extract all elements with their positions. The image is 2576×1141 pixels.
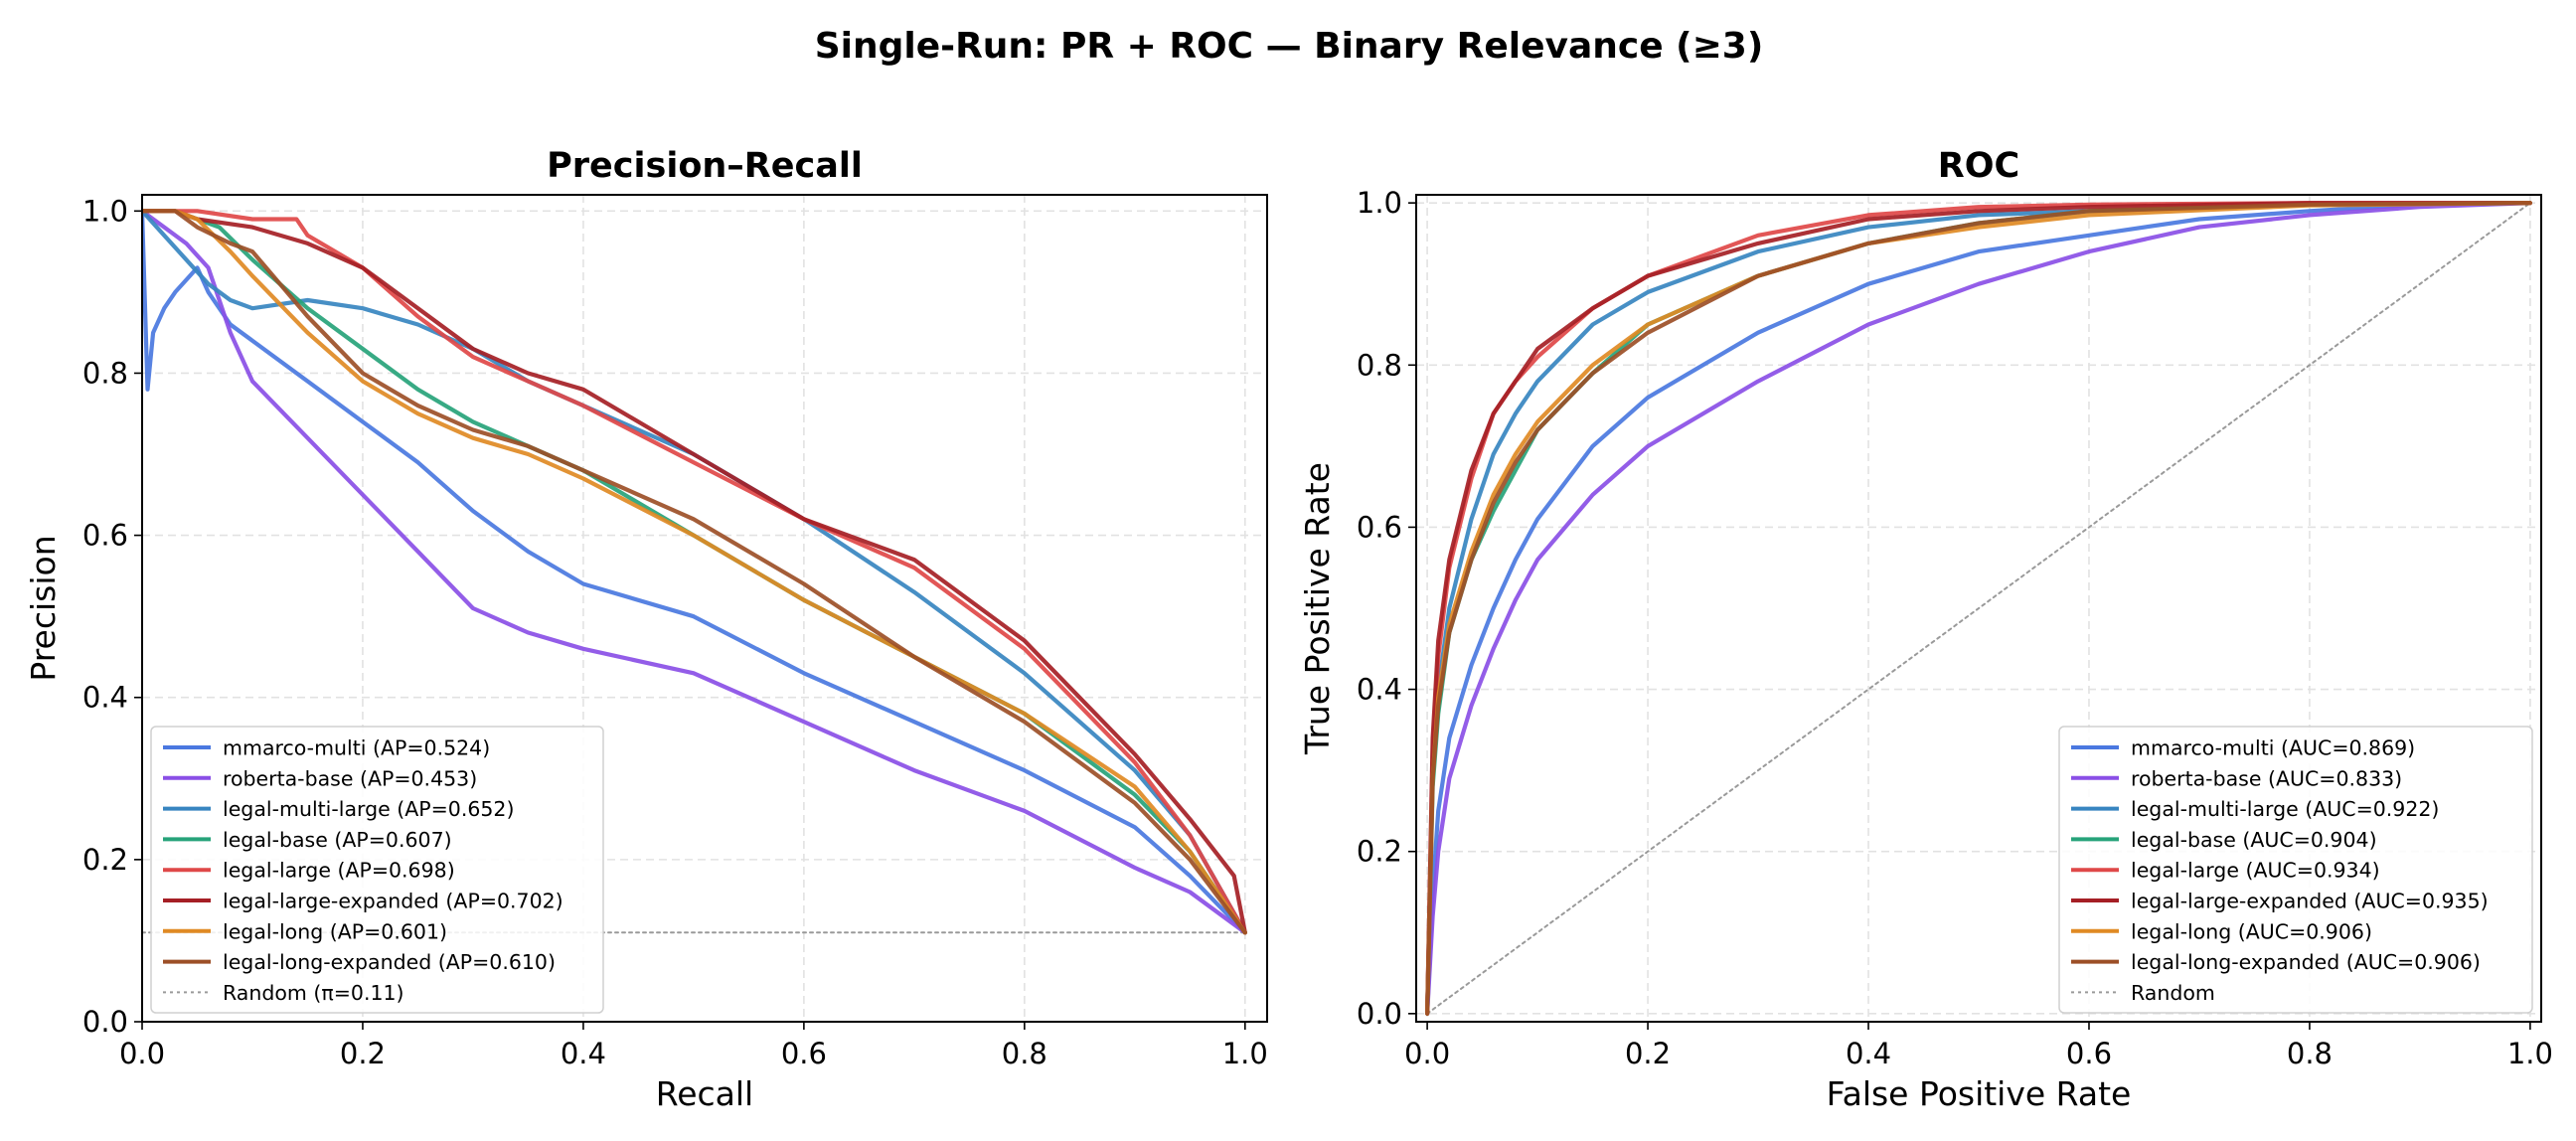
pr-y-tick-label: 0.2 (82, 843, 128, 877)
roc-series-roberta-base (1424, 201, 2532, 1016)
pr-x-tick-label: 0.2 (340, 1037, 386, 1070)
pr-panel: 0.0 0.2 0.4 0.6 0.8 1.0 0.0 0.2 0.4 0.6 0.8 1.0 Prec… (24, 146, 1268, 1113)
pr-x-tick-label: 0.8 (1002, 1037, 1047, 1070)
roc-legend: mmarco-multi (AUC=0.869) roberta-base (AU… (2058, 726, 2533, 1014)
pr-x-tick-label: 0.0 (119, 1037, 165, 1070)
roc-series-legal-long-expanded (1424, 201, 2532, 1016)
pr-legend-label-mmarco-multi: mmarco-multi (AP=0.524) (223, 736, 490, 760)
pr-axes-frame (141, 194, 1268, 1023)
pr-title: Precision–Recall (547, 146, 863, 186)
roc-legend-label-random: Random (2131, 981, 2215, 1005)
roc-legend-label-legal-long: legal-long (AUC=0.906) (2131, 919, 2372, 943)
pr-legend-label-legal-multi-large: legal-multi-large (AP=0.652) (223, 797, 514, 821)
roc-panel: 0.0 0.2 0.4 0.6 0.8 1.0 0.0 0.2 0.4 0.6 0.8 1.0 ROC F… (1298, 146, 2553, 1113)
roc-legend-label-mmarco-multi: mmarco-multi (AUC=0.869) (2131, 736, 2415, 760)
pr-y-tick-label: 0.0 (82, 1005, 128, 1039)
roc-title: ROC (1938, 146, 2019, 186)
pr-series-legal-large (142, 209, 1247, 935)
roc-x-tick-label: 0.0 (1404, 1037, 1450, 1070)
roc-legend-label-legal-large: legal-large (AUC=0.934) (2131, 859, 2380, 883)
roc-y-tick-label: 1.0 (1357, 186, 1402, 220)
pr-x-axis-label: Recall (656, 1074, 753, 1113)
pr-legend-label-legal-long: legal-long (AP=0.601) (223, 919, 447, 943)
pr-legend-label-legal-large: legal-large (AP=0.698) (223, 859, 455, 883)
roc-y-axis-label: True Positive Rate (1298, 462, 1337, 755)
roc-y-tick-label: 0.0 (1357, 997, 1402, 1031)
pr-y-tick-label: 0.6 (82, 519, 128, 553)
pr-legend: mmarco-multi (AP=0.524) roberta-base (AP=… (150, 726, 604, 1014)
pr-series-mmarco-multi (142, 209, 1247, 935)
roc-series-legal-large-expanded (1424, 201, 2532, 1016)
pr-legend-label-legal-long-expanded: legal-long-expanded (AP=0.610) (223, 950, 556, 974)
roc-series-random (1426, 202, 2531, 1015)
pr-legend-label-random: Random (π=0.11) (223, 981, 404, 1005)
pr-legend-label-legal-base: legal-base (AP=0.607) (223, 828, 452, 852)
pr-y-axis-label: Precision (24, 535, 63, 681)
roc-legend-label-legal-base: legal-base (AUC=0.904) (2131, 828, 2377, 852)
roc-y-tick-label: 0.6 (1357, 510, 1402, 544)
roc-x-tick-label: 0.8 (2287, 1037, 2333, 1070)
roc-x-tick-label: 1.0 (2507, 1037, 2553, 1070)
roc-legend-label-legal-multi-large: legal-multi-large (AUC=0.922) (2131, 797, 2439, 821)
roc-legend-label-roberta-base: roberta-base (AUC=0.833) (2131, 766, 2402, 790)
pr-y-tick-label: 0.4 (82, 681, 128, 715)
roc-y-tick-label: 0.2 (1357, 835, 1402, 869)
pr-series-legal-large-expanded (142, 209, 1247, 935)
roc-axes-frame (1415, 194, 2542, 1023)
pr-x-tick-label: 1.0 (1222, 1037, 1268, 1070)
pr-x-tick-label: 0.6 (781, 1037, 827, 1070)
roc-legend-label-legal-long-expanded: legal-long-expanded (AUC=0.906) (2131, 950, 2481, 974)
pr-series-roberta-base (142, 209, 1247, 935)
pr-series-legal-long (142, 209, 1247, 935)
pr-legend-label-legal-large-expanded: legal-large-expanded (AP=0.702) (223, 890, 564, 913)
roc-legend-label-legal-large-expanded: legal-large-expanded (AUC=0.935) (2131, 890, 2489, 913)
roc-series-mmarco-multi (1424, 201, 2532, 1016)
roc-y-tick-label: 0.8 (1357, 348, 1402, 382)
pr-legend-box (150, 726, 604, 1014)
roc-series-group (1424, 201, 2532, 1016)
pr-x-tick-label: 0.4 (561, 1037, 606, 1070)
roc-legend-box (2058, 726, 2533, 1014)
pr-series-legal-long-expanded (142, 209, 1247, 935)
pr-y-tick-label: 1.0 (82, 194, 128, 228)
roc-x-tick-label: 0.2 (1625, 1037, 1671, 1070)
roc-x-tick-label: 0.6 (2066, 1037, 2112, 1070)
roc-y-tick-label: 0.4 (1357, 673, 1402, 707)
pr-legend-label-roberta-base: roberta-base (AP=0.453) (223, 766, 477, 790)
roc-x-axis-label: False Positive Rate (1827, 1074, 2132, 1113)
pr-series-group (142, 209, 1247, 935)
figure-suptitle: Single-Run: PR + ROC — Binary Relevance … (815, 26, 1764, 67)
pr-y-tick-label: 0.8 (82, 356, 128, 390)
roc-x-tick-label: 0.4 (1846, 1037, 1891, 1070)
